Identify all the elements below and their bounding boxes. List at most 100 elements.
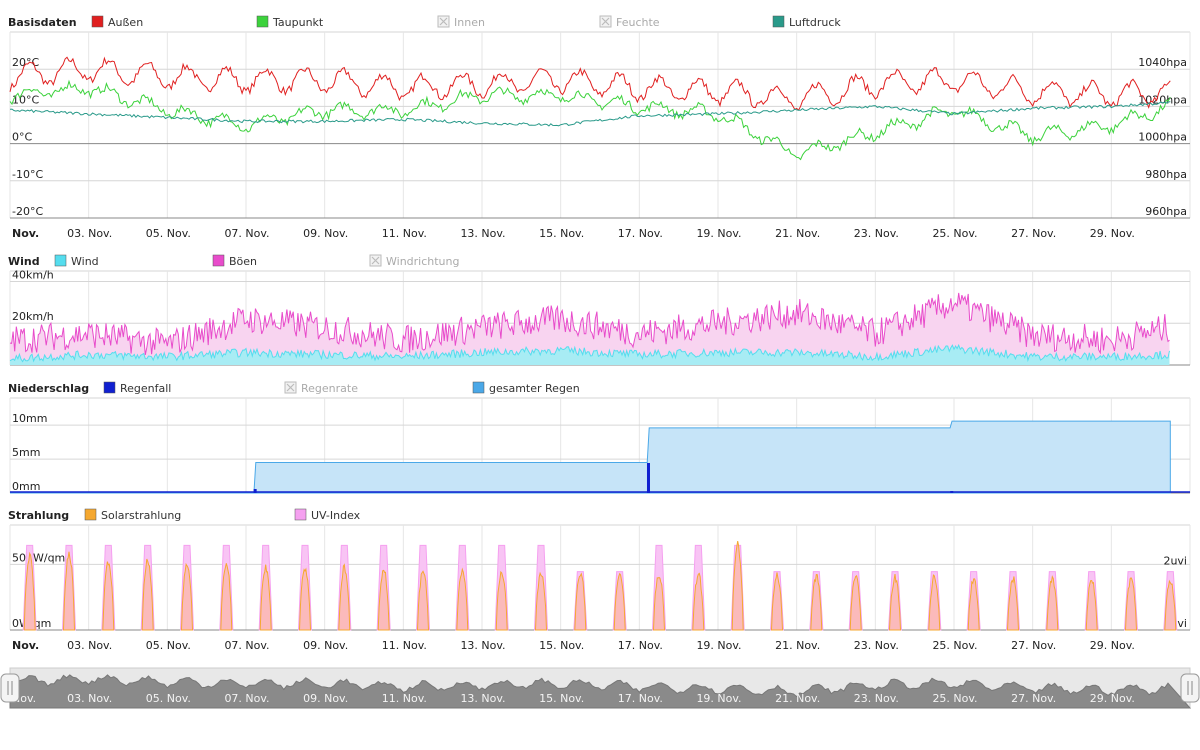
legend-label: Feuchte bbox=[616, 16, 660, 29]
legend-item[interactable]: Taupunkt bbox=[256, 15, 324, 29]
solar-radiation-peak bbox=[259, 564, 272, 631]
x-axis-tick-label: 15. Nov. bbox=[539, 227, 584, 240]
x-axis-tick-label: 27. Nov. bbox=[1011, 227, 1056, 240]
y-right-tick-label: 2uvi bbox=[1163, 554, 1187, 567]
navigator-left-handle[interactable] bbox=[0, 673, 20, 703]
legend-label: Regenrate bbox=[301, 382, 358, 395]
navigator-tick-label: 27. Nov. bbox=[1011, 692, 1056, 705]
x-axis-tick-label: 13. Nov. bbox=[460, 639, 505, 652]
legend-swatch bbox=[212, 254, 225, 267]
solar-radiation-peak bbox=[416, 570, 430, 631]
y-right-tick-label: 960hpa bbox=[1145, 205, 1187, 218]
x-axis-tick-label: 13. Nov. bbox=[460, 227, 505, 240]
navigator-tick-label: 07. Nov. bbox=[224, 692, 269, 705]
y-left-tick-label: -10°C bbox=[12, 168, 43, 181]
regenfall-bar bbox=[253, 489, 257, 493]
panel-title: Wind bbox=[8, 255, 40, 268]
y-right-tick-label: 980hpa bbox=[1145, 168, 1187, 181]
solar-radiation-peak bbox=[888, 574, 902, 631]
x-axis-tick-label: 07. Nov. bbox=[224, 639, 269, 652]
y-left-tick-label: 0°C bbox=[12, 131, 32, 144]
navigator-right-handle[interactable] bbox=[1180, 673, 1200, 703]
chart-niederschlag: Niederschlag Regenfall Regenrate gesamter R… bbox=[8, 381, 1191, 494]
y-left-tick-label: 10mm bbox=[12, 412, 47, 425]
handle-body[interactable] bbox=[0, 673, 20, 703]
y-left-tick-label: -20°C bbox=[12, 205, 43, 218]
solar-radiation-peak bbox=[810, 574, 823, 631]
legend-label: UV-Index bbox=[311, 509, 361, 522]
y-left-tick-label: 0mm bbox=[12, 480, 40, 493]
legend-swatch bbox=[54, 254, 67, 267]
navigator-tick-label: 25. Nov. bbox=[932, 692, 977, 705]
solar-radiation-peak bbox=[1006, 576, 1020, 631]
legend-item[interactable]: Luftdruck bbox=[772, 15, 841, 29]
legend-label: Innen bbox=[454, 16, 485, 29]
series-line-boeen bbox=[9, 292, 1170, 356]
legend-item[interactable]: Windrichtung bbox=[369, 254, 459, 268]
x-axis-tick-label: 07. Nov. bbox=[224, 227, 269, 240]
legend-swatch bbox=[256, 15, 269, 28]
x-axis-tick-label: 11. Nov. bbox=[382, 639, 427, 652]
solar-radiation-peak bbox=[692, 572, 705, 631]
solar-radiation-peak bbox=[456, 567, 469, 631]
legend-swatch bbox=[472, 381, 485, 394]
x-axis-month-label: Nov. bbox=[12, 639, 39, 652]
solar-radiation-peak bbox=[613, 572, 626, 631]
x-axis-tick-label: 05. Nov. bbox=[146, 227, 191, 240]
solar-radiation-peak bbox=[928, 574, 941, 631]
legend-item[interactable]: Wind bbox=[54, 254, 99, 268]
regenfall-bar bbox=[646, 463, 650, 493]
x-axis-tick-label: 11. Nov. bbox=[382, 227, 427, 240]
legend-item[interactable]: gesamter Regen bbox=[472, 381, 580, 395]
legend-item[interactable]: Solarstrahlung bbox=[84, 508, 181, 522]
solar-radiation-peak bbox=[1164, 579, 1177, 631]
legend-item[interactable]: Außen bbox=[91, 15, 143, 29]
legend-item[interactable]: UV-Index bbox=[294, 508, 361, 522]
series-area-gesamter-regen bbox=[10, 420, 1171, 494]
legend-item[interactable]: Innen bbox=[437, 15, 485, 29]
solar-radiation-peak bbox=[141, 558, 154, 631]
series-line-aussen bbox=[9, 56, 1171, 111]
x-axis-tick-label: 23. Nov. bbox=[854, 227, 899, 240]
chart-strahlung: StrahlungSolarstrahlungUV-Index500W/qm0W… bbox=[8, 508, 1191, 652]
legend-label: Windrichtung bbox=[386, 255, 459, 268]
chart-wind: WindWindBöenWindrichtung40km/h20km/h0km/… bbox=[8, 254, 1191, 366]
solar-radiation-peak bbox=[102, 561, 115, 631]
disabled-cross-icon bbox=[439, 17, 448, 26]
panel-title: Strahlung bbox=[8, 509, 69, 522]
legend-swatch bbox=[103, 381, 116, 394]
solar-radiation-peak bbox=[770, 572, 784, 631]
handle-body[interactable] bbox=[1180, 673, 1200, 703]
solar-radiation-peak bbox=[1124, 577, 1138, 631]
solar-radiation-peak bbox=[849, 574, 862, 631]
solar-radiation-peak bbox=[23, 551, 36, 631]
solar-radiation-peak bbox=[731, 541, 744, 631]
legend-item[interactable]: Feuchte bbox=[599, 15, 660, 29]
legend-item[interactable]: Böen bbox=[212, 254, 257, 268]
legend-item[interactable]: Regenrate bbox=[284, 381, 358, 395]
panel-title: Basisdaten bbox=[8, 16, 77, 29]
legend-label: Taupunkt bbox=[272, 16, 324, 29]
solar-radiation-peak bbox=[1085, 580, 1098, 631]
x-axis-tick-label: 23. Nov. bbox=[854, 639, 899, 652]
legend-swatch bbox=[294, 508, 307, 521]
y-left-tick-label: 5mm bbox=[12, 446, 40, 459]
legend-label: Luftdruck bbox=[789, 16, 841, 29]
x-axis-tick-label: 25. Nov. bbox=[932, 639, 977, 652]
navigator-tick-label: 09. Nov. bbox=[303, 692, 348, 705]
legend-item[interactable]: Regenfall bbox=[103, 381, 171, 395]
legend-swatch bbox=[91, 15, 104, 28]
solar-radiation-peak bbox=[1046, 575, 1059, 631]
y-left-tick-label: 40km/h bbox=[12, 268, 54, 281]
navigator-tick-label: 03. Nov. bbox=[67, 692, 112, 705]
legend-label: Solarstrahlung bbox=[101, 509, 181, 522]
legend-label: gesamter Regen bbox=[489, 382, 580, 395]
solar-radiation-peak bbox=[534, 571, 548, 631]
navigator[interactable]: Nov. 03. Nov. 05. Nov. 07. Nov. 09. Nov. 11. … bbox=[0, 667, 1200, 709]
navigator-tick-label: 11. Nov. bbox=[382, 692, 427, 705]
x-axis-month-label: Nov. bbox=[12, 227, 39, 240]
solar-radiation-peak bbox=[652, 576, 666, 631]
x-axis-tick-label: 29. Nov. bbox=[1090, 639, 1135, 652]
